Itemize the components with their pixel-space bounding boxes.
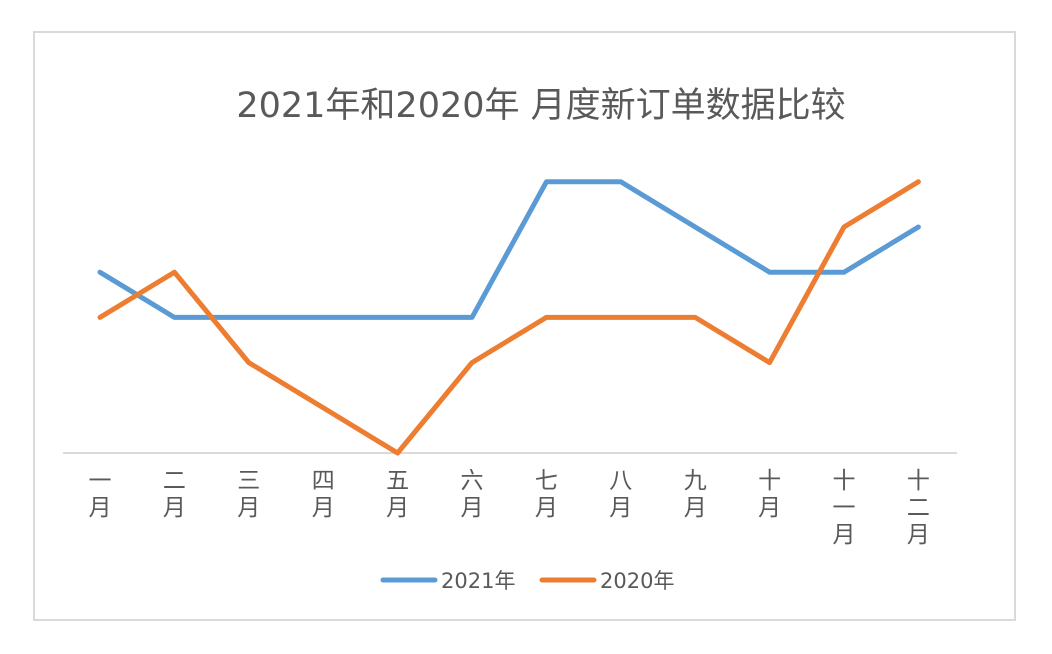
legend-label: 2020年 xyxy=(600,569,674,593)
legend: 2021年 2020年 xyxy=(380,569,674,593)
x-tick-label: 二月 xyxy=(163,468,186,521)
x-tick-label: 九月 xyxy=(684,468,707,521)
series-line-0 xyxy=(97,179,921,320)
x-tick-label: 十月 xyxy=(758,468,781,521)
x-tick-label: 十一月 xyxy=(833,468,856,548)
x-tick-label: 六月 xyxy=(461,468,484,521)
x-tick-label: 五月 xyxy=(386,468,409,521)
chart-title: 2021年和2020年 月度新订单数据比较 xyxy=(236,86,845,126)
x-tick-label: 七月 xyxy=(535,468,558,521)
x-tick-label: 八月 xyxy=(609,468,632,521)
chart-frame xyxy=(33,31,1016,621)
x-tick-label: 一月 xyxy=(89,468,112,521)
series-group xyxy=(97,179,921,456)
x-tick-label: 十二月 xyxy=(907,468,930,548)
x-tick-label: 四月 xyxy=(312,468,335,521)
series-line-1 xyxy=(97,179,921,456)
x-tick-label: 三月 xyxy=(237,468,260,521)
legend-label: 2021年 xyxy=(441,569,515,593)
